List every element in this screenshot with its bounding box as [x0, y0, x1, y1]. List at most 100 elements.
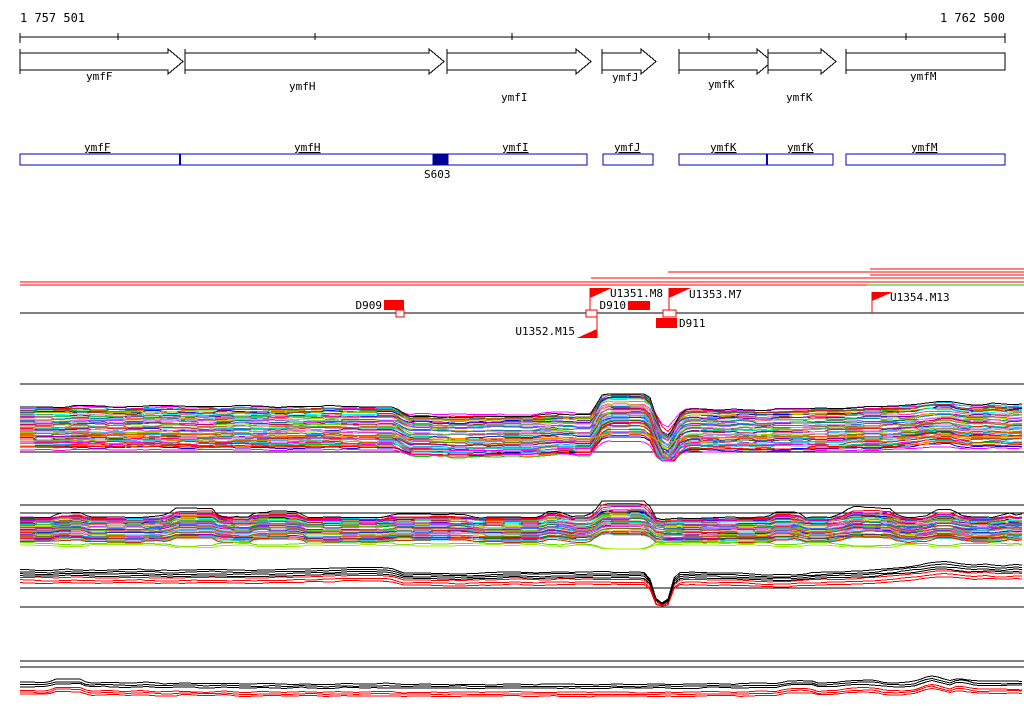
gene-arrow-label: ymfK — [786, 91, 813, 104]
expression-profile-line — [20, 687, 1023, 698]
feature-D909[interactable]: D909 — [356, 299, 405, 318]
feature-label: D909 — [356, 299, 383, 312]
feature-position-square — [395, 309, 405, 318]
expression-profile-line — [20, 430, 1022, 461]
expression-profile-line — [20, 514, 1022, 527]
gene-arrow-ymfJ-3[interactable] — [601, 47, 657, 76]
feature-U1354.M13[interactable]: U1354.M13 — [871, 291, 950, 313]
gene-box-block-3[interactable] — [845, 153, 1006, 166]
expression-profile-line — [20, 508, 1023, 524]
feature-D910[interactable]: D910 — [600, 299, 651, 312]
gene-box-track: ymfF ymfH ymfI ymfJ ymfK ymfK ymfM S603 — [19, 141, 1006, 181]
expression-profile-line — [20, 677, 1022, 688]
expression-profile-line — [20, 419, 1022, 462]
gene-box-label-ymfI[interactable]: ymfI — [502, 141, 529, 154]
transcript-segments — [20, 268, 1024, 314]
expression-profile-line — [20, 675, 1023, 686]
gene-arrow-ymfF-0[interactable] — [19, 47, 184, 76]
feature-D911[interactable]: D911 — [656, 317, 706, 330]
expression-profile-line — [20, 397, 1023, 438]
site-marker-S603[interactable] — [432, 153, 449, 166]
gene-box-label-ymfK[interactable]: ymfK — [787, 141, 814, 154]
expression-profile-line — [20, 394, 1022, 438]
expression-profile-line — [20, 500, 1023, 521]
gene-arrow-label: ymfJ — [612, 71, 639, 84]
flag-pennant — [669, 288, 691, 298]
expression-profile-line — [20, 544, 1022, 550]
expression-profile-line — [20, 679, 1022, 690]
expression-profile-line — [20, 517, 1023, 529]
feature-U1351.M8[interactable]: U1351.M8 — [585, 287, 663, 318]
gene-arrow-label: ymfH — [289, 80, 316, 93]
feature-label: D910 — [600, 299, 627, 312]
expression-profile-line — [20, 419, 1023, 462]
gene-arrow-ymfM-6[interactable] — [845, 52, 1006, 71]
feature-position-square — [662, 309, 677, 318]
expression-profile-line — [19, 568, 1023, 605]
expression-profile-line — [20, 526, 1023, 537]
expression-profile-line — [20, 560, 1023, 604]
flag-pennant — [872, 292, 893, 301]
expression-profile-line — [20, 440, 1023, 462]
coordinate-ruler — [19, 33, 1006, 43]
gene-arrow-track: ymfF ymfH ymfI ymfJ ymfK ymfK ymfM — [19, 47, 1006, 104]
gene-arrow-label: ymfI — [501, 91, 528, 104]
expression-track-2 — [20, 500, 1024, 550]
expression-profile-line — [20, 570, 1023, 606]
gene-box-label-ymfM[interactable]: ymfM — [911, 141, 938, 154]
flag-pennant — [577, 329, 597, 338]
view-end-coordinate: 1 762 500 — [939, 11, 1005, 25]
expression-profile-line — [20, 528, 1023, 539]
expression-profile-line — [20, 405, 1022, 442]
gene-box-label-ymfJ[interactable]: ymfJ — [614, 141, 641, 154]
expression-profile-line — [20, 523, 1023, 535]
gene-box-block-1[interactable] — [602, 153, 654, 166]
feature-rect — [384, 300, 404, 310]
feature-label: D911 — [679, 317, 706, 330]
expression-profile-line — [20, 531, 1023, 544]
expression-profile-line — [20, 685, 1023, 696]
expression-profile-line — [20, 411, 1022, 446]
feature-U1352.M15[interactable]: U1352.M15 — [515, 317, 598, 338]
expression-profile-line — [20, 563, 1023, 604]
expression-track-4 — [20, 660, 1024, 698]
feature-position-square — [585, 309, 598, 318]
feature-U1353.M7[interactable]: U1353.M7 — [662, 288, 742, 318]
expression-profile-line — [20, 512, 1023, 525]
gene-box-label-ymfH[interactable]: ymfH — [294, 141, 321, 154]
site-marker-label: S603 — [424, 168, 451, 181]
gene-box-label-ymfF[interactable]: ymfF — [84, 141, 111, 154]
expression-track-3 — [19, 560, 1024, 608]
expression-profile-line — [20, 506, 1023, 523]
gene-box-label-ymfK[interactable]: ymfK — [710, 141, 737, 154]
feature-label: U1353.M7 — [689, 288, 742, 301]
gene-arrow-label: ymfM — [910, 70, 937, 83]
expression-profile-line — [19, 576, 1023, 607]
expression-profile-line — [19, 566, 1023, 605]
feature-label: U1352.M15 — [515, 325, 575, 338]
feature-label: U1354.M13 — [890, 291, 950, 304]
expression-profile-line — [20, 523, 1023, 537]
expression-profile-line — [20, 433, 1022, 445]
gene-arrow-ymfK-4[interactable] — [678, 47, 773, 76]
feature-rect — [628, 301, 650, 310]
gene-box-block-0[interactable] — [19, 153, 588, 166]
expression-profile-line — [20, 683, 1023, 694]
expression-profile-line — [20, 393, 1023, 438]
gene-arrow-label: ymfK — [708, 78, 735, 91]
feature-rect — [656, 318, 677, 328]
expression-profile-line — [20, 404, 1022, 446]
view-start-coordinate: 1 757 501 — [20, 11, 86, 25]
gene-arrow-ymfH-1[interactable] — [184, 47, 445, 76]
gene-box-block-2[interactable] — [678, 153, 834, 166]
gene-arrow-ymfI-2[interactable] — [446, 47, 592, 76]
expression-track-1 — [20, 383, 1024, 462]
feature-label: U1351.M8 — [610, 287, 663, 300]
gene-arrow-label: ymfF — [86, 70, 113, 83]
gene-arrow-ymfK-5[interactable] — [767, 47, 837, 76]
expression-profile-line — [19, 572, 1022, 607]
flag-pennant — [590, 288, 612, 298]
